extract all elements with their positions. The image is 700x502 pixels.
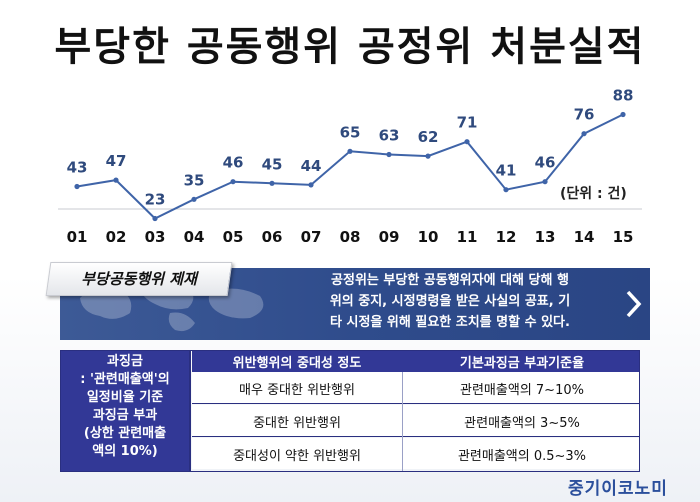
cell-severity: 중대한 위반행위	[253, 416, 341, 431]
page-title: 부당한 공동행위 공정위 처분실적	[54, 24, 646, 70]
x-tick-label: 11	[457, 228, 478, 246]
x-tick-label: 07	[301, 228, 322, 246]
data-label: 88	[613, 87, 634, 105]
data-label: 23	[145, 191, 166, 209]
penalty-line: : '관련매출액'의	[80, 372, 170, 387]
data-point	[464, 139, 470, 145]
x-tick-label: 15	[613, 228, 634, 246]
column-divider	[402, 372, 403, 472]
table-row: 중대한 위반행위 관련매출액의 3~5%	[192, 405, 640, 437]
banner-text: 공정위는 부당한 공동행위자에 대해 당해 행 위의 중지, 시정명령을 받은 …	[280, 270, 620, 333]
data-point	[581, 131, 587, 137]
publisher-logo: 중기이코노미	[568, 479, 668, 499]
table-row: 매우 중대한 위반행위 관련매출액의 7~10%	[192, 372, 640, 404]
data-label: 46	[535, 154, 556, 172]
data-point	[230, 179, 236, 185]
penalty-line: 과징금	[107, 354, 143, 369]
x-tick-label: 12	[496, 228, 517, 246]
penalty-line: 액의 10%)	[92, 444, 158, 459]
x-tick-label: 08	[340, 228, 361, 246]
x-tick-label: 03	[145, 228, 166, 246]
unit-label: (단위 : 건)	[560, 186, 627, 202]
x-tick-label: 04	[184, 228, 205, 246]
header-severity: 위반행위의 중대성 정도	[232, 356, 362, 371]
penalty-line: 일정비율 기준	[86, 390, 164, 405]
cell-rate: 관련매출액의 3~5%	[464, 416, 580, 431]
data-point	[269, 180, 275, 186]
header-rate: 기본과징금 부과기준율	[459, 356, 585, 371]
chevron-right-icon	[626, 290, 642, 318]
table-row: 중대성이 약한 위반행위 관련매출액의 0.5~3%	[192, 438, 640, 469]
data-point	[503, 187, 509, 193]
data-label: 76	[574, 106, 595, 124]
data-label: 41	[496, 162, 517, 180]
penalty-line: (상한 관련매출	[83, 426, 167, 441]
data-point	[386, 151, 392, 158]
data-point	[113, 177, 119, 183]
x-tick-label: 06	[262, 228, 283, 246]
data-label: 35	[184, 171, 205, 189]
x-tick-label: 14	[574, 228, 595, 246]
penalty-table: 과징금 : '관련매출액'의 일정비율 기준 과징금 부과 (상한 관련매출 액…	[60, 350, 640, 472]
banner-line: 위의 중지, 시정명령을 받은 사실의 공표, 기	[329, 294, 571, 309]
banner-line: 공정위는 부당한 공동행위자에 대해 당해 행	[331, 273, 569, 288]
data-label: 43	[67, 159, 88, 177]
data-point	[74, 183, 80, 190]
cell-severity: 매우 중대한 위반행위	[239, 383, 355, 398]
penalty-line: 과징금 부과	[92, 408, 158, 423]
data-label: 45	[262, 155, 283, 173]
data-label: 47	[106, 152, 127, 170]
x-tick-label: 05	[223, 228, 244, 246]
x-tick-label: 10	[418, 228, 439, 246]
data-point	[620, 111, 626, 118]
data-point	[191, 196, 197, 202]
cell-severity: 중대성이 약한 위반행위	[233, 449, 361, 464]
cell-rate: 관련매출액의 7~10%	[460, 383, 584, 398]
data-label: 62	[418, 128, 439, 146]
table-header: 위반행위의 중대성 정도 기본과징금 부과기준율	[192, 350, 640, 372]
data-point	[308, 182, 314, 188]
x-tick-label: 02	[106, 228, 127, 246]
data-point	[152, 215, 158, 222]
x-tick-label: 13	[535, 228, 556, 246]
section-tag-label: 부당공동행위 제재	[81, 270, 197, 288]
data-label: 63	[379, 127, 400, 145]
x-tick-label: 01	[67, 228, 88, 246]
section-tag: 부당공동행위 제재	[45, 262, 233, 296]
cell-rate: 관련매출액의 0.5~3%	[457, 449, 587, 464]
data-label: 65	[340, 123, 361, 141]
data-label: 71	[457, 114, 478, 132]
penalty-description: 과징금 : '관련매출액'의 일정비율 기준 과징금 부과 (상한 관련매출 액…	[60, 350, 190, 472]
banner-line: 타 시정을 위해 필요한 조치를 명할 수 있다.	[330, 315, 570, 330]
data-label: 44	[301, 157, 322, 175]
data-point	[542, 179, 548, 185]
data-point	[347, 148, 353, 154]
line-chart: 43 01 47 02 23 03 35 04 46 05 45 06 44 07 65 08 63 09 62 10…	[58, 87, 642, 246]
data-point	[425, 153, 431, 159]
data-label: 46	[223, 154, 244, 172]
x-tick-label: 09	[379, 228, 400, 246]
